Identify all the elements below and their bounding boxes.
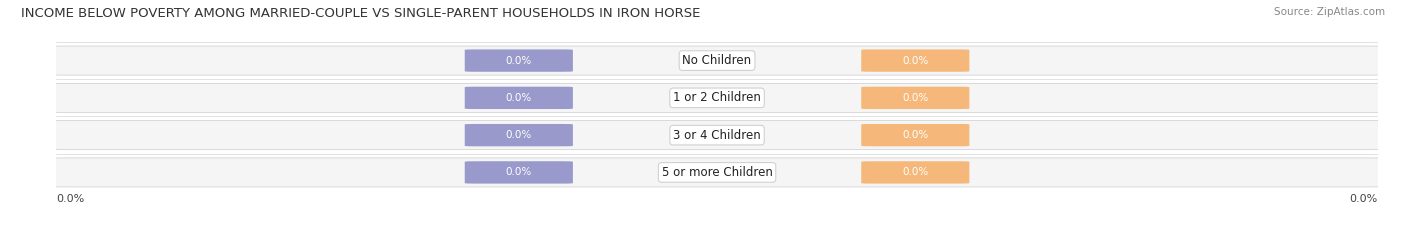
Text: 3 or 4 Children: 3 or 4 Children <box>673 129 761 142</box>
Text: 0.0%: 0.0% <box>903 56 928 65</box>
FancyBboxPatch shape <box>862 87 969 109</box>
Text: 0.0%: 0.0% <box>506 93 531 103</box>
Text: 1 or 2 Children: 1 or 2 Children <box>673 91 761 104</box>
FancyBboxPatch shape <box>465 87 572 109</box>
FancyBboxPatch shape <box>465 124 572 146</box>
FancyBboxPatch shape <box>862 49 969 72</box>
FancyBboxPatch shape <box>20 83 1406 112</box>
Text: INCOME BELOW POVERTY AMONG MARRIED-COUPLE VS SINGLE-PARENT HOUSEHOLDS IN IRON HO: INCOME BELOW POVERTY AMONG MARRIED-COUPL… <box>21 7 700 20</box>
FancyBboxPatch shape <box>20 158 1406 187</box>
FancyBboxPatch shape <box>465 49 572 72</box>
FancyBboxPatch shape <box>465 161 572 184</box>
Text: 0.0%: 0.0% <box>56 194 84 204</box>
Text: 0.0%: 0.0% <box>903 130 928 140</box>
Text: 0.0%: 0.0% <box>903 168 928 177</box>
Text: No Children: No Children <box>682 54 752 67</box>
Text: 0.0%: 0.0% <box>1350 194 1378 204</box>
Text: 0.0%: 0.0% <box>903 93 928 103</box>
Text: 0.0%: 0.0% <box>506 130 531 140</box>
Text: 0.0%: 0.0% <box>506 168 531 177</box>
FancyBboxPatch shape <box>20 121 1406 150</box>
FancyBboxPatch shape <box>20 46 1406 75</box>
Text: Source: ZipAtlas.com: Source: ZipAtlas.com <box>1274 7 1385 17</box>
FancyBboxPatch shape <box>862 161 969 184</box>
FancyBboxPatch shape <box>862 124 969 146</box>
Text: 0.0%: 0.0% <box>506 56 531 65</box>
Text: 5 or more Children: 5 or more Children <box>662 166 772 179</box>
